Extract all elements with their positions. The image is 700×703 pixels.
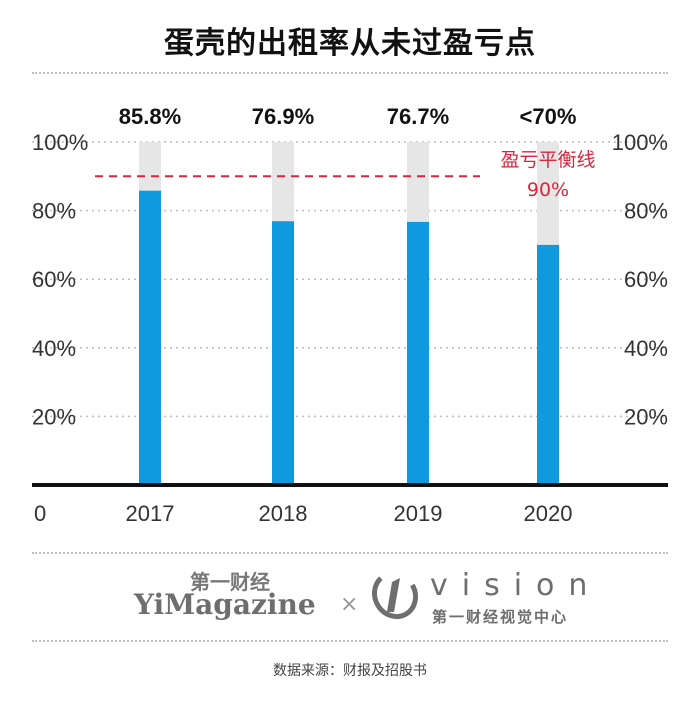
x-tick-labels: 2017 2018 2019 2020 [126,501,573,526]
bar-chart: 盈亏平衡线 90% 85.8% 76.9% 76.7% <70% 2017 2018 20… [32,104,668,526]
x-tick-2017: 2017 [126,501,175,526]
bar-2017 [139,190,161,485]
yimagazine-logo-cn: 第一财经 [190,570,270,594]
bar-value-label-2018: 76.9% [252,104,314,129]
y-tick-right-100: 100% [612,130,668,155]
y-tick-right-20: 20% [624,404,668,429]
y-tick-labels: 0 20% 20% 40% 40% 60% 60% 80% 80% 100% 100% [32,130,668,526]
reference-line-group: 盈亏平衡线 90% [95,149,596,201]
vision-mark-icon [371,570,419,620]
y-tick-right-80: 80% [624,199,668,224]
bar-value-label-2017: 85.8% [119,104,181,129]
bar-value-label-2019: 76.7% [387,104,449,129]
y-tick-left-20: 20% [32,404,76,429]
x-tick-2019: 2019 [394,501,443,526]
yimagazine-logo: YiMagazine [134,588,316,621]
vision-logo-cn: 第一财经视觉中心 [432,608,569,626]
divider-bottom [32,640,668,642]
break-even-value: 90% [527,179,569,201]
value-bars [139,190,559,485]
data-source: 数据来源：财报及招股书 [273,663,427,679]
divider-top [32,72,668,74]
chart-title: 蛋壳的出租率从未过盈亏点 [164,26,536,61]
y-tick-right-40: 40% [624,336,668,361]
bar-value-label-2020: <70% [520,104,577,129]
bar-2019 [407,221,429,485]
y-tick-left-80: 80% [32,199,76,224]
y-tick-left-40: 40% [32,336,76,361]
logo-separator: × [340,592,359,617]
vision-logo-text: vision [430,568,602,603]
grid-layer [32,141,668,418]
bar-2018 [272,221,294,485]
x-tick-2020: 2020 [524,501,573,526]
break-even-label: 盈亏平衡线 [500,149,595,171]
y-tick-left-0: 0 [34,501,46,526]
x-tick-2018: 2018 [259,501,308,526]
divider-middle [32,552,668,554]
y-tick-left-60: 60% [32,267,76,292]
bar-value-labels: 85.8% 76.9% 76.7% <70% [119,104,577,129]
bar-2020 [537,244,559,485]
y-tick-left-100: 100% [32,130,88,155]
background-bars [139,142,559,485]
y-tick-right-60: 60% [624,267,668,292]
